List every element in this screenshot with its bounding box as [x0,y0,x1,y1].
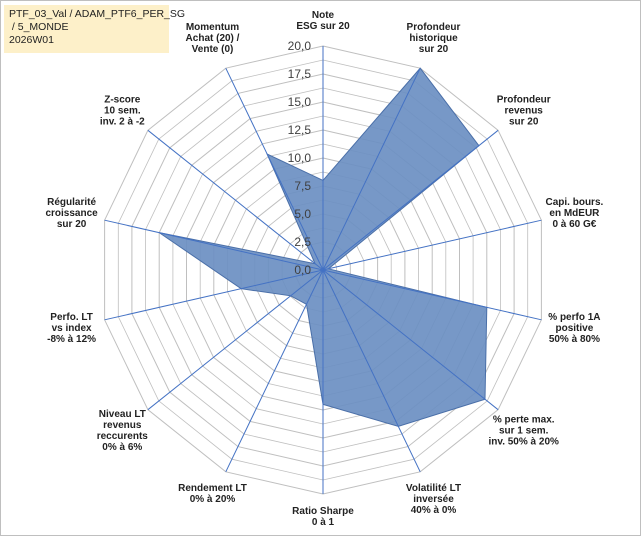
radar-tick-labels: 0,0 2,5 5,0 7,5 10,0 12,5 15,0 17,5 20,0 [288,39,312,277]
axis-spoke [322,219,542,271]
axis-spoke [147,129,324,271]
axis-spoke [322,269,499,411]
axis-label: Capi. bours. en MdEUR 0 à 60 G€ [546,197,604,230]
axis-spoke [225,67,324,271]
r-tick-label: 2,5 [294,235,311,249]
axis-label: Profondeur revenus sur 20 [497,95,551,128]
r-tick-label: 7,5 [294,179,311,193]
title-line-1: PTF_03_Val / ADAM_PTF6_PER_SG [9,8,186,20]
title-line-3: 2026W01 [9,34,54,46]
axis-label: Régularité croissance sur 20 [45,197,98,230]
r-tick-label: 17,5 [288,67,312,81]
r-tick-label: 0,0 [294,263,311,277]
axis-label: % perfo 1A positive 50% à 80% [548,312,600,345]
axis-label: Z-score 10 sem. inv. 2 à -2 [100,95,145,128]
axis-label: Perfo. LT vs index -8% à 12% [47,312,96,345]
r-tick-label: 10,0 [288,151,312,165]
radar-axis-labels: Note ESG sur 20 Profondeur historique sur 20… [45,10,603,528]
axis-label: Ratio Sharpe 0 à 1 [292,506,354,528]
title-line-2: / 5_MONDE [9,21,69,33]
chart-title-box: PTF_03_Val / ADAM_PTF6_PER_SG / 5_MONDE … [4,5,186,53]
axis-spoke [104,269,324,321]
axis-label: Volatilité LT inversée 40% à 0% [406,483,461,516]
axis-spoke [322,67,421,271]
axis-label: Note ESG sur 20 [296,10,350,32]
axis-label: Rendement LT 0% à 20% [178,483,247,505]
axis-label: % perte max. sur 1 sem. inv. 50% à 20% [488,415,559,448]
axis-spoke [322,129,499,271]
axis-spoke [147,269,324,411]
r-tick-label: 12,5 [288,123,312,137]
axis-spoke [104,219,324,271]
axis-spoke [225,269,324,473]
axis-spoke [322,269,542,321]
r-tick-label: 15,0 [288,95,312,109]
axis-label: Niveau LT revenus reccurents 0% à 6% [97,409,149,453]
r-tick-label: 20,0 [288,39,312,53]
axis-label: Momentum Achat (20) / Vente (0) [186,22,240,55]
radar-spokes [104,46,542,494]
axis-label: Profondeur historique sur 20 [407,22,461,55]
r-tick-label: 5,0 [294,207,311,221]
axis-spoke [322,269,421,473]
